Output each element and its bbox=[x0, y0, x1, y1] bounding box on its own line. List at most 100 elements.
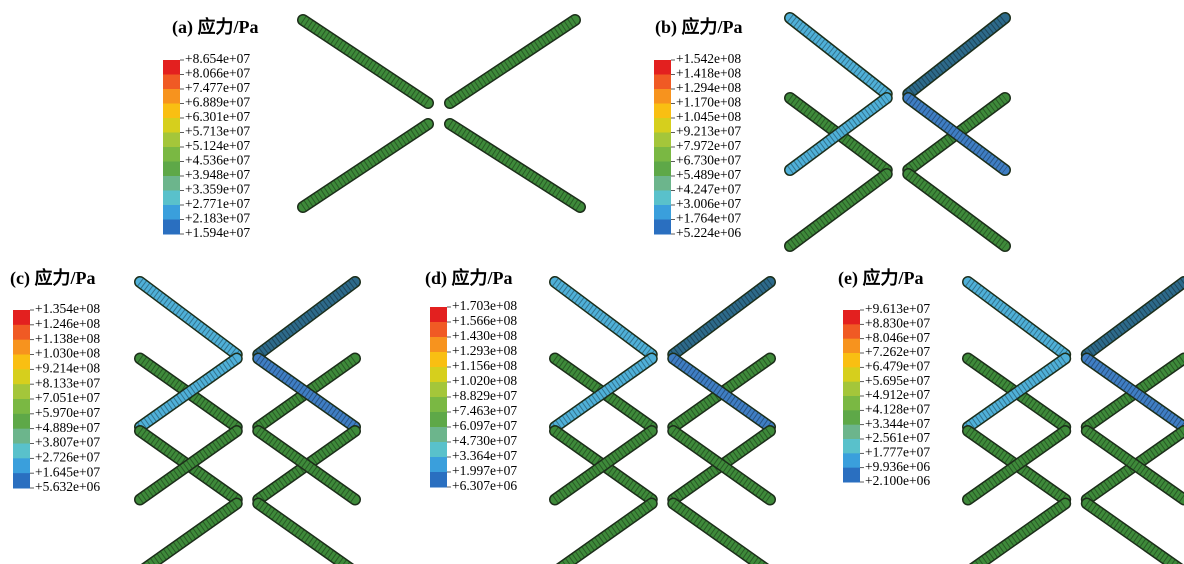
legend-label: +2.771e+07 bbox=[185, 196, 250, 211]
legend-band bbox=[654, 191, 671, 206]
legend-band bbox=[430, 352, 447, 368]
legend-band bbox=[654, 147, 671, 162]
legend-label: +1.566e+08 bbox=[452, 313, 517, 328]
legend-band bbox=[430, 457, 447, 473]
legend-band bbox=[843, 339, 860, 354]
legend-label: +1.246e+08 bbox=[35, 316, 100, 331]
legend-band bbox=[843, 324, 860, 339]
legend-label: +1.703e+08 bbox=[452, 298, 517, 313]
legend-band bbox=[430, 427, 447, 443]
legend-band bbox=[843, 367, 860, 382]
panel-title: (a) 应力/Pa bbox=[172, 16, 258, 38]
legend-band bbox=[654, 104, 671, 119]
legend-label: +5.713e+07 bbox=[185, 124, 250, 139]
legend-band bbox=[430, 382, 447, 398]
legend-label: +6.479e+07 bbox=[865, 358, 930, 373]
legend-label: +1.170e+08 bbox=[676, 95, 741, 110]
legend-label: +4.912e+07 bbox=[865, 387, 930, 402]
legend-band bbox=[163, 60, 180, 75]
legend-label: +5.632e+06 bbox=[35, 479, 100, 494]
legend-label: +4.128e+07 bbox=[865, 401, 930, 416]
legend-band bbox=[163, 147, 180, 162]
legend-band bbox=[163, 191, 180, 206]
legend-label: +7.463e+07 bbox=[452, 403, 517, 418]
legend-band bbox=[430, 337, 447, 353]
legend-label: +1.418e+08 bbox=[676, 66, 741, 81]
legend-label: +7.972e+07 bbox=[676, 138, 741, 153]
legend-label: +1.645e+07 bbox=[35, 464, 100, 479]
legend-band bbox=[13, 310, 30, 325]
legend-band bbox=[163, 205, 180, 220]
panel-title: (d) 应力/Pa bbox=[425, 267, 513, 289]
legend-label: +3.006e+07 bbox=[676, 196, 741, 211]
legend-label: +5.124e+07 bbox=[185, 138, 250, 153]
legend-label: +9.613e+07 bbox=[865, 301, 930, 316]
legend-band bbox=[163, 176, 180, 191]
legend-band bbox=[163, 89, 180, 104]
legend-band bbox=[843, 353, 860, 368]
legend-label: +8.829e+07 bbox=[452, 388, 517, 403]
legend-label: +1.777e+07 bbox=[865, 444, 930, 459]
legend-label: +1.594e+07 bbox=[185, 225, 250, 240]
legend-label: +4.536e+07 bbox=[185, 153, 250, 168]
legend-label: +8.046e+07 bbox=[865, 330, 930, 345]
legend-band bbox=[430, 397, 447, 413]
legend-label: +8.066e+07 bbox=[185, 66, 250, 81]
legend-band bbox=[654, 205, 671, 220]
legend-label: +5.695e+07 bbox=[865, 373, 930, 388]
legend-band bbox=[430, 412, 447, 428]
panel-title: (e) 应力/Pa bbox=[838, 267, 923, 289]
legend-label: +9.936e+06 bbox=[865, 459, 930, 474]
legend-label: +1.764e+07 bbox=[676, 211, 741, 226]
legend-label: +1.294e+08 bbox=[676, 80, 741, 95]
legend-band bbox=[13, 429, 30, 444]
legend-band bbox=[430, 472, 447, 488]
legend-band bbox=[654, 162, 671, 177]
legend-band bbox=[654, 60, 671, 75]
legend-label: +1.293e+08 bbox=[452, 343, 517, 358]
legend-band bbox=[13, 473, 30, 488]
legend-label: +1.997e+07 bbox=[452, 463, 517, 478]
legend-band bbox=[654, 118, 671, 133]
legend-label: +3.948e+07 bbox=[185, 167, 250, 182]
legend-band bbox=[843, 310, 860, 325]
legend-label: +4.889e+07 bbox=[35, 420, 100, 435]
legend-label: +1.138e+08 bbox=[35, 331, 100, 346]
legend-label: +6.307e+06 bbox=[452, 478, 517, 493]
figure: (a) 应力/Pa+8.654e+07+8.066e+07+7.477e+07+… bbox=[0, 0, 1184, 564]
legend-band bbox=[654, 220, 671, 235]
legend-label: +7.262e+07 bbox=[865, 344, 930, 359]
legend-band bbox=[843, 468, 860, 483]
legend-band bbox=[843, 410, 860, 425]
legend-label: +1.156e+08 bbox=[452, 358, 517, 373]
legend-band bbox=[13, 325, 30, 340]
legend-band bbox=[843, 425, 860, 440]
legend-band bbox=[13, 444, 30, 459]
legend-band bbox=[430, 307, 447, 323]
legend-band bbox=[13, 399, 30, 414]
legend-band bbox=[654, 89, 671, 104]
legend-label: +6.730e+07 bbox=[676, 153, 741, 168]
legend-band bbox=[13, 458, 30, 473]
legend-band bbox=[163, 162, 180, 177]
legend-label: +3.807e+07 bbox=[35, 435, 100, 450]
legend-label: +2.726e+07 bbox=[35, 449, 100, 464]
legend-label: +5.224e+06 bbox=[676, 225, 741, 240]
legend-label: +3.359e+07 bbox=[185, 182, 250, 197]
legend-label: +5.489e+07 bbox=[676, 167, 741, 182]
legend-label: +7.477e+07 bbox=[185, 80, 250, 95]
legend-label: +9.213e+07 bbox=[676, 124, 741, 139]
legend-band bbox=[843, 382, 860, 397]
legend-band bbox=[430, 442, 447, 458]
legend-label: +2.183e+07 bbox=[185, 211, 250, 226]
legend-label: +1.542e+08 bbox=[676, 51, 741, 66]
legend-label: +7.051e+07 bbox=[35, 390, 100, 405]
legend-label: +5.970e+07 bbox=[35, 405, 100, 420]
panel-title: (c) 应力/Pa bbox=[10, 267, 95, 289]
legend-label: +2.561e+07 bbox=[865, 430, 930, 445]
legend-label: +6.301e+07 bbox=[185, 109, 250, 124]
legend-label: +6.889e+07 bbox=[185, 95, 250, 110]
legend-label: +6.097e+07 bbox=[452, 418, 517, 433]
legend-band bbox=[163, 220, 180, 235]
legend-band bbox=[163, 118, 180, 133]
